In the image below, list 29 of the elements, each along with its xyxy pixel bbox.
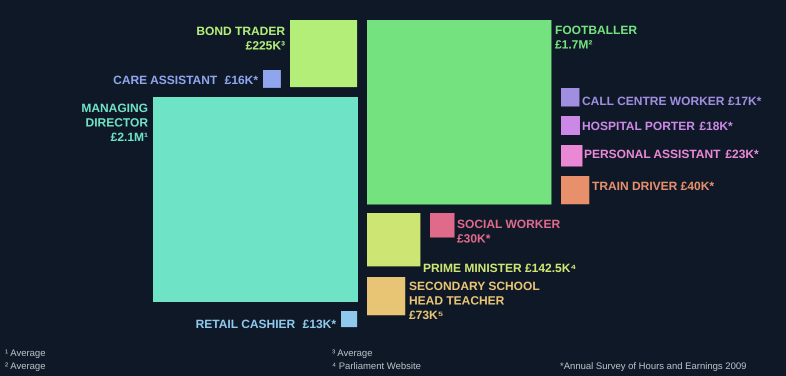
- data-label: £30K*: [457, 232, 491, 246]
- text: ¹ Average: [5, 348, 46, 359]
- text: ³ Average: [332, 348, 372, 359]
- category-label: PERSONAL ASSISTANT: [584, 147, 722, 161]
- data-label: £18K*: [699, 119, 734, 133]
- category-label: CARE ASSISTANT: [113, 73, 218, 87]
- data-label: £40K*: [680, 179, 714, 193]
- category-label: BOND TRADER: [196, 24, 286, 38]
- category-label: SECONDARY SCHOOL HEAD TEACHER: [409, 279, 540, 308]
- data-label: £23K*: [725, 147, 760, 161]
- category-label: HOSPITAL PORTER: [582, 119, 696, 133]
- data-label: £2.1M¹: [110, 130, 148, 144]
- category-label: CALL CENTRE WORKER: [582, 94, 725, 108]
- data-label: £1.7M²: [555, 38, 592, 52]
- category-label: SOCIAL WORKER: [457, 217, 560, 231]
- data-label: £73K⁵: [409, 308, 444, 322]
- category-label: TRAIN DRIVER: [592, 179, 678, 193]
- text: *Annual Survey of Hours and Earnings 2009: [560, 361, 746, 372]
- data-label: £16K*: [224, 73, 258, 87]
- data-label: £225K³: [246, 38, 285, 52]
- data-label: £142.5K⁴: [525, 261, 576, 275]
- text: ⁴ Parliament Website: [332, 361, 421, 372]
- category-label: FOOTBALLER: [555, 23, 638, 37]
- category-label: MANAGING DIRECTOR: [81, 101, 148, 130]
- data-label: £13K*: [302, 317, 336, 331]
- category-label: PRIME MINISTER: [423, 261, 522, 275]
- data-label: £17K*: [728, 94, 762, 108]
- category-label: RETAIL CASHIER: [196, 317, 296, 331]
- text: ² Average: [5, 361, 46, 372]
